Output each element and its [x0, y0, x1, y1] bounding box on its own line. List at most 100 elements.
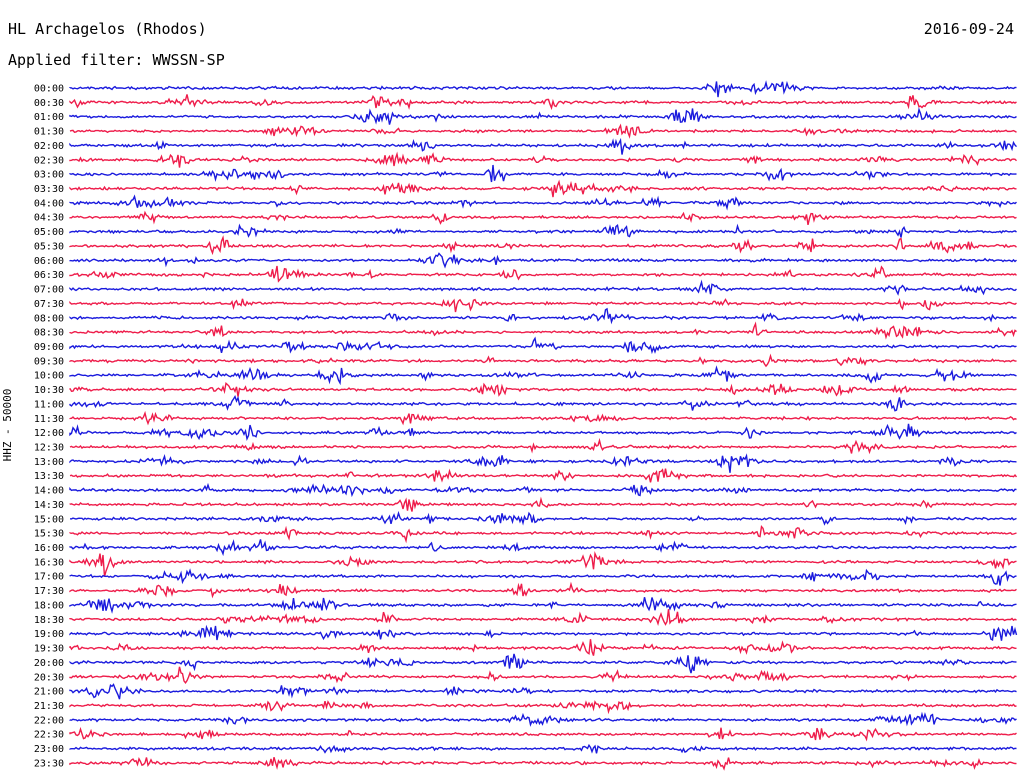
time-tick-label: 23:00 — [34, 744, 64, 755]
time-tick-label: 09:30 — [34, 356, 64, 367]
time-tick-label: 03:30 — [34, 184, 64, 195]
trace-line — [69, 336, 1017, 355]
time-tick-label: 18:30 — [34, 615, 64, 626]
trace-line — [69, 80, 1017, 98]
time-tick-label: 11:00 — [34, 399, 64, 410]
station-title: HL Archagelos (Rhodos) — [8, 20, 207, 38]
filter-label: Applied filter: WWSSN-SP — [8, 51, 225, 69]
trace-line — [69, 151, 1017, 168]
time-tick-label: 02:30 — [34, 155, 64, 166]
trace-line — [69, 307, 1017, 325]
time-tick-label: 10:30 — [34, 385, 64, 396]
time-tick-label: 00:30 — [34, 98, 64, 109]
trace-line — [69, 700, 1017, 715]
time-tick-label: 03:00 — [34, 170, 64, 181]
trace-line — [69, 423, 1017, 442]
trace-line — [69, 437, 1017, 455]
time-tick-label: 13:00 — [34, 457, 64, 468]
trace-line — [69, 164, 1017, 183]
trace-line — [69, 743, 1017, 754]
trace-line — [69, 624, 1018, 641]
trace-line — [69, 581, 1017, 599]
trace-line — [69, 279, 1017, 296]
time-tick-label: 06:00 — [34, 256, 64, 267]
trace-line — [69, 353, 1017, 368]
trace-line — [69, 235, 1017, 256]
trace-line — [69, 683, 1017, 700]
time-tick-label: 22:30 — [34, 730, 64, 741]
time-tick-label: 06:30 — [34, 270, 64, 281]
time-tick-label: 01:00 — [34, 112, 64, 123]
trace-line — [69, 365, 1017, 386]
time-tick-label: 00:00 — [34, 84, 64, 95]
time-tick-label: 11:30 — [34, 414, 64, 425]
trace-line — [69, 597, 1017, 614]
time-tick-label: 09:00 — [34, 342, 64, 353]
trace-line — [69, 639, 1017, 656]
trace-line — [69, 107, 1017, 125]
time-tick-label: 04:00 — [34, 198, 64, 209]
trace-line — [69, 265, 1017, 283]
time-tick-label: 20:00 — [34, 658, 64, 669]
time-tick-label: 17:00 — [34, 572, 64, 583]
trace-line — [69, 223, 1017, 238]
time-tick-label: 07:30 — [34, 299, 64, 310]
time-tick-label: 13:30 — [34, 471, 64, 482]
trace-line — [69, 297, 1017, 313]
trace-line — [69, 609, 1017, 626]
trace-line — [69, 468, 1018, 483]
trace-line — [69, 482, 1017, 498]
time-tick-label: 15:30 — [34, 529, 64, 540]
trace-line — [69, 653, 1017, 674]
trace-line — [69, 252, 1017, 269]
trace-line — [69, 179, 1017, 198]
time-tick-label: 19:30 — [34, 644, 64, 655]
time-tick-label: 21:00 — [34, 687, 64, 698]
time-tick-label: 22:00 — [34, 715, 64, 726]
trace-line — [69, 381, 1017, 397]
trace-line — [69, 94, 1017, 111]
date-label: 2016-09-24 — [923, 20, 1014, 38]
time-tick-label: 08:30 — [34, 328, 64, 339]
trace-line — [69, 194, 1017, 211]
time-tick-label: 23:30 — [34, 758, 64, 769]
trace-line — [69, 137, 1017, 155]
trace-line — [69, 394, 1017, 412]
time-tick-label: 19:00 — [34, 629, 64, 640]
trace-line — [69, 539, 1017, 557]
time-tick-label: 08:00 — [34, 313, 64, 324]
time-tick-label: 15:00 — [34, 514, 64, 525]
time-tick-label: 02:00 — [34, 141, 64, 152]
time-tick-label: 14:00 — [34, 486, 64, 497]
trace-line — [69, 321, 1017, 340]
trace-line — [69, 666, 1017, 684]
time-tick-label: 21:30 — [34, 701, 64, 712]
trace-line — [69, 123, 1017, 139]
time-tick-label: 14:30 — [34, 500, 64, 511]
trace-line — [69, 510, 1017, 526]
trace-line — [69, 410, 1017, 426]
time-tick-label: 04:30 — [34, 213, 64, 224]
time-tick-label: 05:30 — [34, 241, 64, 252]
time-tick-label: 12:00 — [34, 428, 64, 439]
trace-line — [69, 568, 1017, 586]
time-tick-label: 18:00 — [34, 600, 64, 611]
time-tick-label: 16:00 — [34, 543, 64, 554]
trace-line — [69, 726, 1017, 742]
trace-line — [69, 757, 1017, 771]
time-tick-label: 12:30 — [34, 443, 64, 454]
time-tick-label: 17:30 — [34, 586, 64, 597]
trace-line — [69, 496, 1018, 512]
trace-line — [69, 525, 1017, 544]
time-tick-label: 01:30 — [34, 127, 64, 138]
trace-line — [69, 453, 1017, 473]
time-tick-label: 05:00 — [34, 227, 64, 238]
time-tick-label: 16:30 — [34, 557, 64, 568]
time-tick-label: 20:30 — [34, 672, 64, 683]
time-tick-label: 07:00 — [34, 285, 64, 296]
time-tick-label: 10:00 — [34, 371, 64, 382]
trace-line — [69, 711, 1017, 727]
trace-line — [69, 210, 1017, 226]
trace-line — [69, 551, 1017, 577]
